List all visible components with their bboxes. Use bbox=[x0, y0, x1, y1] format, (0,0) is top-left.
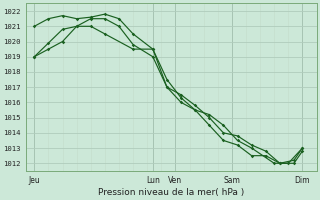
X-axis label: Pression niveau de la mer( hPa ): Pression niveau de la mer( hPa ) bbox=[98, 188, 244, 197]
